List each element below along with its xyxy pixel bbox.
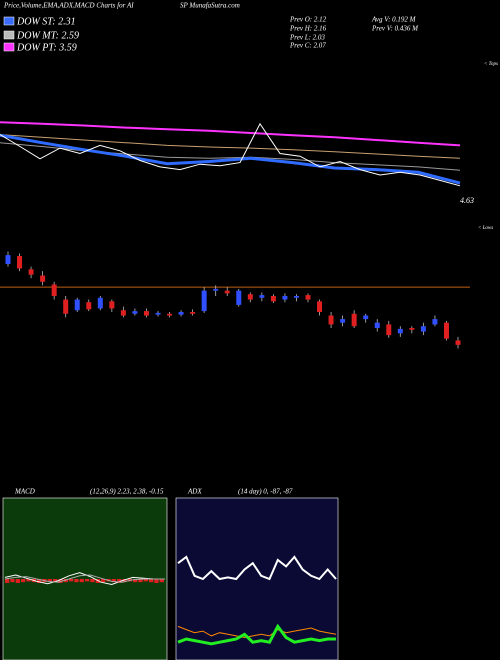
series-line [177, 625, 337, 639]
series-line [0, 121, 461, 147]
candle-body [224, 290, 230, 294]
histogram-bar [5, 579, 10, 583]
annotation: < Tops [484, 62, 498, 67]
candle-body [86, 302, 92, 310]
candle-body [282, 296, 288, 300]
candle-body [63, 299, 69, 314]
title: Price,Volume,EMA,ADX,MACD Charts for AI [3, 2, 134, 10]
title: SP MunafaSutra.com [180, 2, 240, 10]
legend-label: DOW PT: 3.59 [16, 42, 77, 53]
candle-body [190, 312, 196, 314]
legend-swatch [3, 42, 15, 52]
histogram-bar [47, 579, 52, 582]
histogram-bar [143, 579, 148, 582]
histogram-bar [159, 579, 164, 583]
histogram-bar [26, 579, 31, 582]
series-line [4, 574, 165, 583]
series-line [0, 133, 461, 185]
series-line [0, 122, 461, 187]
candle-body [455, 340, 461, 345]
candle-body [167, 313, 173, 316]
histogram-bar [53, 579, 58, 583]
histogram-bar [111, 579, 116, 583]
histogram-bar [117, 579, 122, 583]
prev-volume: Prev V: 0.436 M [371, 25, 419, 33]
legend-swatch [3, 30, 15, 40]
candle-body [432, 319, 438, 325]
candle-body [213, 288, 219, 291]
panel-subtitle: (12,26,9) 2.23, 2.38, -0.15 [90, 488, 164, 496]
histogram-bar [101, 579, 106, 583]
prev-high: Prev H: 2.16 [289, 25, 327, 33]
candle-body [40, 275, 46, 282]
histogram-bar [149, 579, 154, 583]
candle-body [351, 313, 357, 327]
candle-body [97, 297, 103, 309]
histogram-bar [21, 579, 26, 583]
annotation: < Lows [478, 226, 493, 231]
panel-title: MACD [14, 488, 35, 496]
candle-body [132, 311, 138, 314]
histogram-bar [79, 579, 84, 583]
histogram-bar [74, 579, 79, 583]
candle-body [397, 328, 403, 334]
histogram-bar [122, 579, 127, 583]
candle-body [443, 322, 449, 339]
histogram-bar [37, 579, 42, 583]
histogram-bar [58, 579, 63, 583]
prev-low: Prev L: 2.03 [289, 34, 325, 42]
histogram-bar [69, 579, 74, 582]
series-line [0, 134, 461, 159]
candle-body [28, 269, 34, 275]
candle-body [74, 299, 80, 311]
legend-label: DOW MT: 2.59 [16, 30, 79, 41]
candle-body [305, 295, 311, 300]
histogram-bar [15, 579, 20, 583]
candle-body [5, 255, 11, 264]
histogram-bar [154, 579, 159, 583]
histogram-bar [90, 579, 95, 583]
annotation: 4.63 [460, 196, 474, 205]
panel-subtitle: (14 day) 0, -87, -87 [238, 488, 293, 496]
panel-title: ADX [187, 488, 202, 496]
candle-body [409, 328, 415, 330]
candle-body [317, 301, 323, 312]
prev-open: Prev O: 2.12 [289, 16, 327, 24]
candle-body [51, 284, 57, 296]
avg-volume: Avg V: 0.192 M [371, 16, 417, 24]
series-line [177, 555, 337, 581]
prev-close: Prev C: 2.07 [289, 42, 326, 50]
candle-body [109, 301, 115, 309]
candle-body [236, 290, 242, 305]
candle-body [178, 312, 184, 315]
candle-body [155, 312, 161, 315]
candle-body [17, 256, 23, 269]
candle-body [201, 290, 207, 312]
series-line [0, 142, 461, 171]
legend-swatch [3, 16, 15, 26]
series-line [177, 623, 336, 646]
candle-body [328, 315, 334, 325]
candle-body [270, 296, 276, 302]
histogram-bar [133, 579, 138, 583]
candle-body [420, 326, 426, 332]
candle-body [293, 296, 299, 298]
candle-body [340, 319, 346, 323]
histogram-bar [138, 579, 143, 583]
candle-body [386, 324, 392, 336]
candle-body [259, 295, 265, 298]
candle-body [374, 322, 380, 328]
candle-body [363, 315, 369, 320]
histogram-bar [63, 579, 68, 583]
candle-body [247, 294, 253, 300]
histogram-bar [85, 579, 90, 582]
histogram-bar [10, 579, 15, 583]
candle-body [120, 310, 126, 316]
legend-label: DOW ST: 2.31 [16, 16, 76, 27]
candle-body [143, 311, 149, 316]
series-line [4, 572, 165, 586]
